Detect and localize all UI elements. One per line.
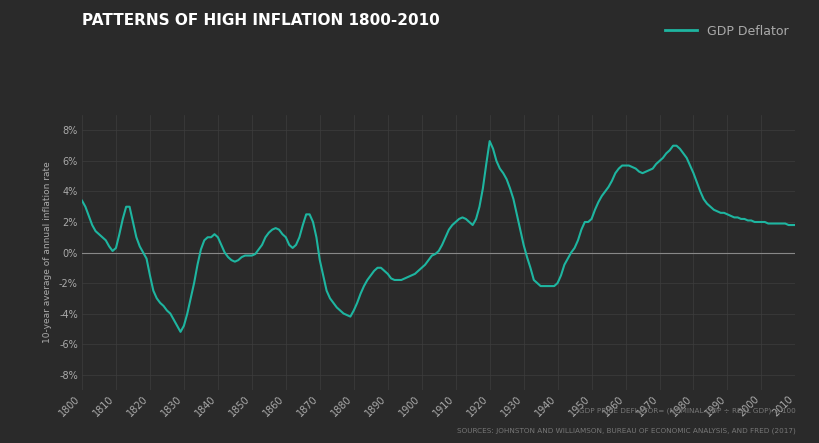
Text: SOURCES: JOHNSTON AND WILLIAMSON, BUREAU OF ECONOMIC ANALYSIS, AND FRED (2017): SOURCES: JOHNSTON AND WILLIAMSON, BUREAU… [456, 427, 794, 434]
Text: GDP PRICE DEFLATOR= (NOMINAL GDP ÷ REAL GDP) × 100: GDP PRICE DEFLATOR= (NOMINAL GDP ÷ REAL … [578, 408, 794, 414]
Y-axis label: 10-year average of annual inflation rate: 10-year average of annual inflation rate [43, 162, 52, 343]
Text: PATTERNS OF HIGH INFLATION 1800-2010: PATTERNS OF HIGH INFLATION 1800-2010 [82, 13, 439, 28]
Legend: GDP Deflator: GDP Deflator [659, 19, 792, 43]
